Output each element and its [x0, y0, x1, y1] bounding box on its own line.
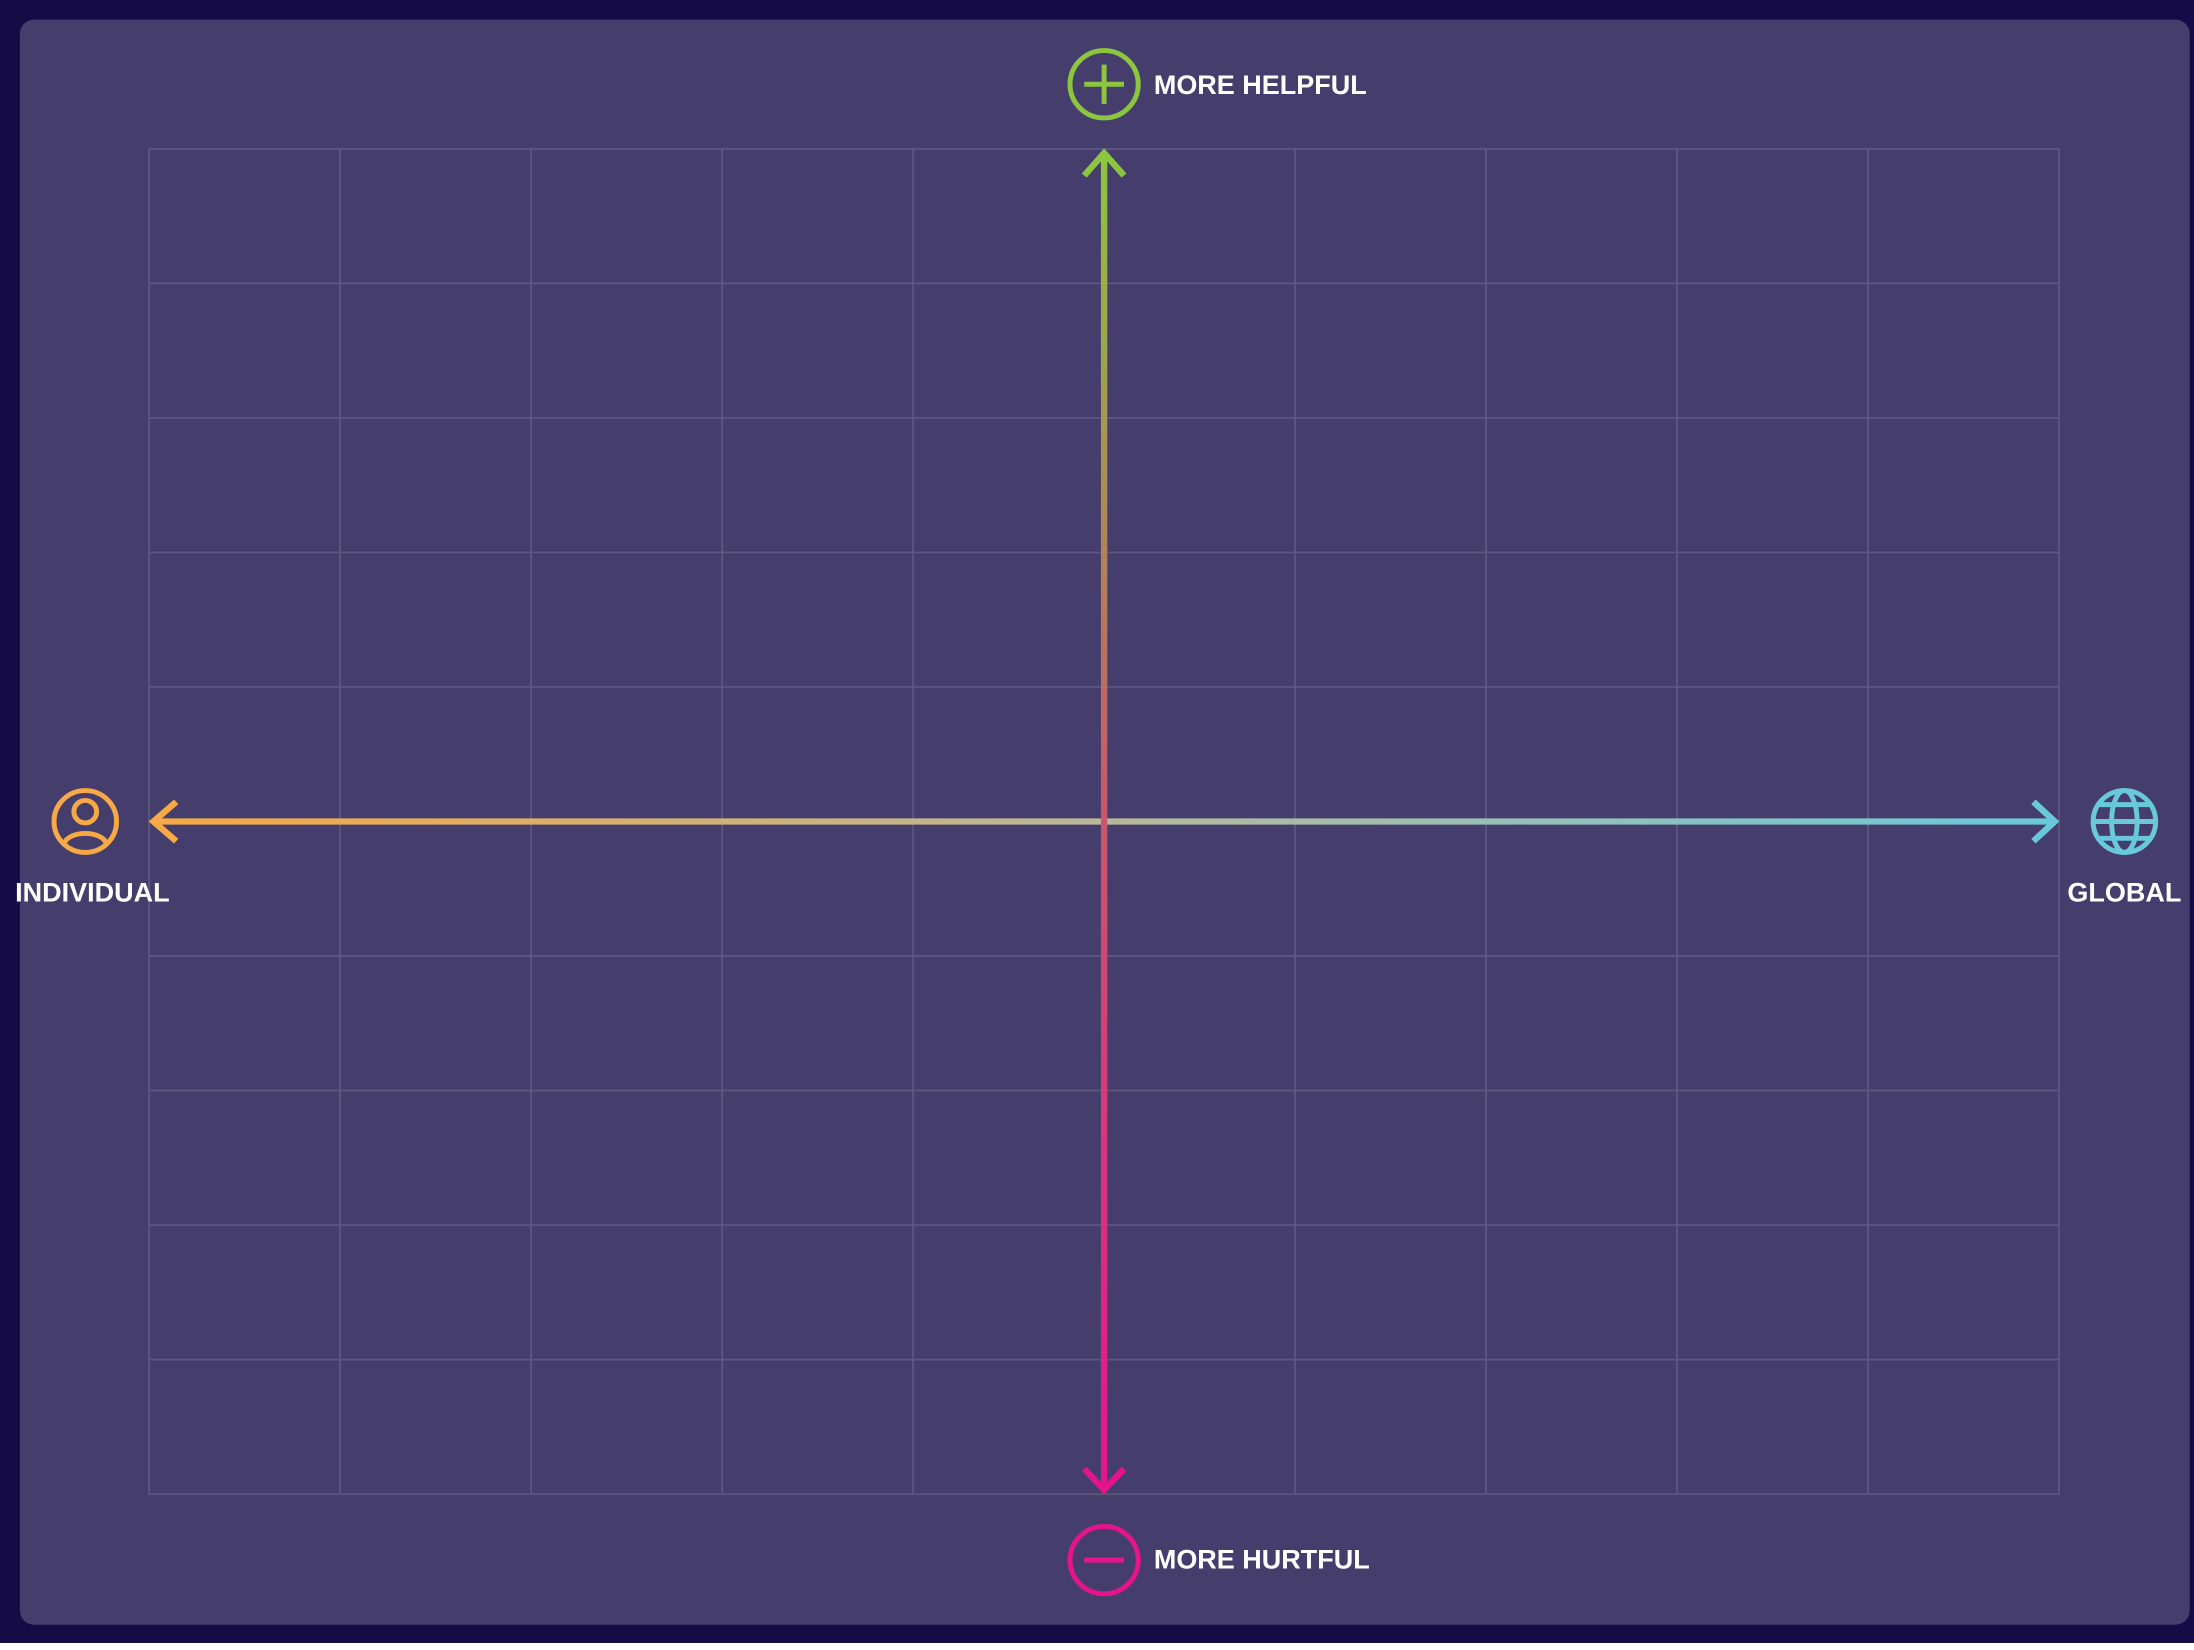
left-arrowhead [148, 799, 179, 844]
person-icon [51, 788, 120, 855]
right-arrowhead [2031, 799, 2060, 844]
bottom-arrowhead [1081, 1466, 1127, 1495]
left-label: INDIVIDUAL [15, 878, 169, 908]
globe-icon [2090, 788, 2159, 855]
top-arrowhead [1081, 148, 1127, 178]
top-label: MORE HELPFUL [1154, 70, 1367, 100]
bottom-label: MORE HURTFUL [1154, 1545, 1370, 1575]
right-label: GLOBAL [2067, 878, 2181, 908]
plus-icon [1067, 48, 1141, 121]
minus-icon [1067, 1523, 1141, 1597]
